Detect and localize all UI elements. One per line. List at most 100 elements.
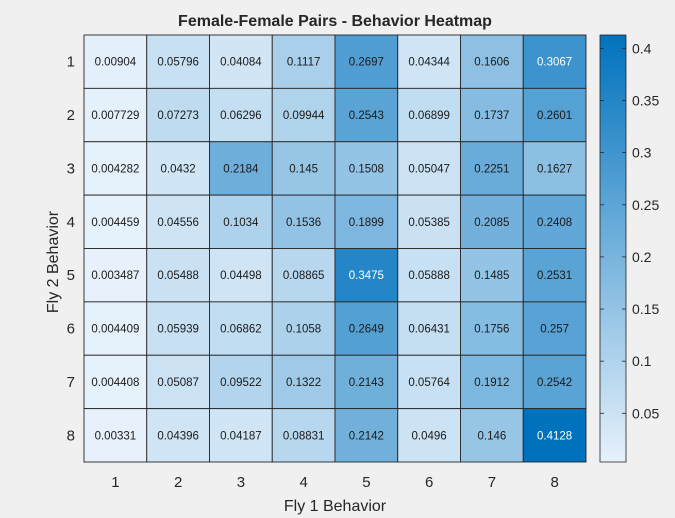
heatmap-cell: [522, 34, 587, 89]
colorbar-tick-label: 0.15: [632, 301, 659, 317]
heatmap-cell: [83, 34, 148, 89]
heatmap-cell: [334, 141, 399, 196]
colorbar-tick-label: 0.35: [632, 92, 659, 108]
y-axis-ticks: 1 2 3 4 5 6 7 8: [67, 54, 75, 445]
y-tick-label: 7: [67, 374, 75, 391]
cell-value-label: 0.004409: [91, 324, 139, 336]
cell-value-label: 0.06431: [408, 324, 450, 336]
y-tick-label: 5: [67, 267, 75, 284]
heatmap-cell: [271, 34, 336, 89]
heatmap-cell: [522, 301, 587, 356]
cell-value-label: 0.1737: [474, 110, 509, 122]
heatmap-cell: [522, 408, 587, 463]
cell-value-label: 0.06862: [220, 324, 262, 336]
cell-value-label: 0.06899: [408, 110, 450, 122]
cell-value-label: 0.1322: [286, 377, 321, 389]
heatmap-cell: [146, 87, 210, 143]
cell-value-label: 0.3475: [349, 270, 384, 282]
cell-value-label: 0.2601: [537, 110, 572, 122]
heatmap-cell: [397, 87, 461, 143]
x-tick-label: 2: [174, 474, 182, 491]
heatmap-cell: [460, 301, 524, 356]
cell-value-label: 0.05047: [408, 163, 450, 175]
cell-value-label: 0.05385: [408, 217, 450, 229]
heatmap-cell: [209, 301, 273, 356]
heatmap-cell: [334, 248, 399, 303]
cell-value-label: 0.2543: [349, 110, 384, 122]
x-tick-label: 7: [488, 474, 496, 491]
cell-value-label: 0.2184: [223, 163, 259, 175]
heatmap-cell: [209, 34, 273, 89]
colorbar-tick-label: 0.05: [632, 405, 659, 421]
x-tick-label: 5: [362, 474, 370, 491]
colorbar-tick-label: 0.25: [632, 197, 659, 213]
y-tick-label: 6: [67, 321, 75, 338]
heatmap-cell: [271, 408, 336, 463]
heatmap-cell: [271, 248, 336, 303]
heatmap-cell: [146, 141, 210, 196]
heatmap-cell: [146, 34, 210, 89]
colorbar: [599, 34, 627, 463]
cell-value-label: 0.05087: [157, 377, 199, 389]
cell-value-label: 0.1508: [349, 163, 384, 175]
heatmap-cell: [83, 194, 148, 249]
colorbar-tick-label: 0.4: [632, 40, 652, 56]
cell-value-label: 0.08831: [283, 430, 325, 442]
heatmap-cell: [271, 194, 336, 249]
heatmap-cell-labels: 0.00904 0.05796 0.04084 0.1117 0.2697 0.04344…: [91, 57, 572, 443]
cell-value-label: 0.2531: [537, 270, 572, 282]
cell-value-label: 0.2142: [349, 430, 384, 442]
y-tick-label: 3: [67, 160, 75, 177]
heatmap-cell: [522, 248, 587, 303]
heatmap-cell: [460, 354, 524, 410]
cell-value-label: 0.1485: [474, 270, 509, 282]
heatmap-cells: [83, 34, 587, 463]
heatmap-cell: [146, 301, 210, 356]
cell-value-label: 0.3067: [537, 57, 572, 69]
cell-value-label: 0.145: [289, 163, 318, 175]
cell-value-label: 0.00904: [95, 57, 137, 69]
colorbar-tick-label: 0.3: [632, 145, 652, 161]
cell-value-label: 0.04187: [220, 430, 262, 442]
cell-value-label: 0.05764: [408, 377, 450, 389]
cell-value-label: 0.09522: [220, 377, 262, 389]
cell-value-label: 0.04344: [408, 57, 450, 69]
cell-value-label: 0.1627: [537, 163, 572, 175]
cell-value-label: 0.2085: [474, 217, 509, 229]
heatmap-cell: [271, 87, 336, 143]
cell-value-label: 0.2649: [349, 324, 384, 336]
cell-value-label: 0.2251: [474, 163, 509, 175]
heatmap-cell: [522, 87, 587, 143]
y-tick-label: 4: [67, 214, 75, 231]
heatmap-cell: [209, 354, 273, 410]
heatmap-cell: [397, 34, 461, 89]
cell-value-label: 0.05796: [157, 57, 199, 69]
x-tick-label: 4: [299, 474, 307, 491]
x-tick-label: 8: [550, 474, 558, 491]
y-tick-label: 2: [67, 107, 75, 124]
colorbar-tick-label: 0.2: [632, 249, 652, 265]
cell-value-label: 0.007729: [91, 110, 139, 122]
x-tick-label: 1: [111, 474, 119, 491]
heatmap-cell: [271, 141, 336, 196]
heatmap-cell: [334, 354, 399, 410]
cell-value-label: 0.04498: [220, 270, 262, 282]
heatmap-cell: [460, 248, 524, 303]
cell-value-label: 0.2542: [537, 377, 572, 389]
colorbar-ticks: 0.05 0.1 0.15 0.2 0.25 0.3 0.35 0.4: [600, 40, 659, 421]
cell-value-label: 0.1606: [474, 57, 509, 69]
cell-value-label: 0.003487: [91, 270, 139, 282]
cell-value-label: 0.0432: [161, 163, 196, 175]
heatmap-cell: [146, 408, 210, 463]
cell-value-label: 0.09944: [283, 110, 325, 122]
heatmap-cell: [522, 354, 587, 410]
x-tick-label: 3: [237, 474, 245, 491]
heatmap-cell: [460, 194, 524, 249]
cell-value-label: 0.1756: [474, 324, 509, 336]
heatmap-cell: [334, 408, 399, 463]
heatmap-cell: [83, 354, 148, 410]
cell-value-label: 0.1899: [349, 217, 384, 229]
heatmap-cell: [146, 354, 210, 410]
cell-value-label: 0.2697: [349, 57, 384, 69]
